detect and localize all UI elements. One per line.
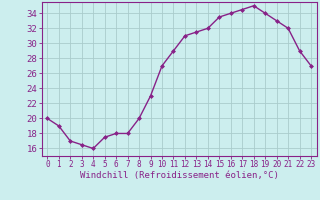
X-axis label: Windchill (Refroidissement éolien,°C): Windchill (Refroidissement éolien,°C) bbox=[80, 171, 279, 180]
